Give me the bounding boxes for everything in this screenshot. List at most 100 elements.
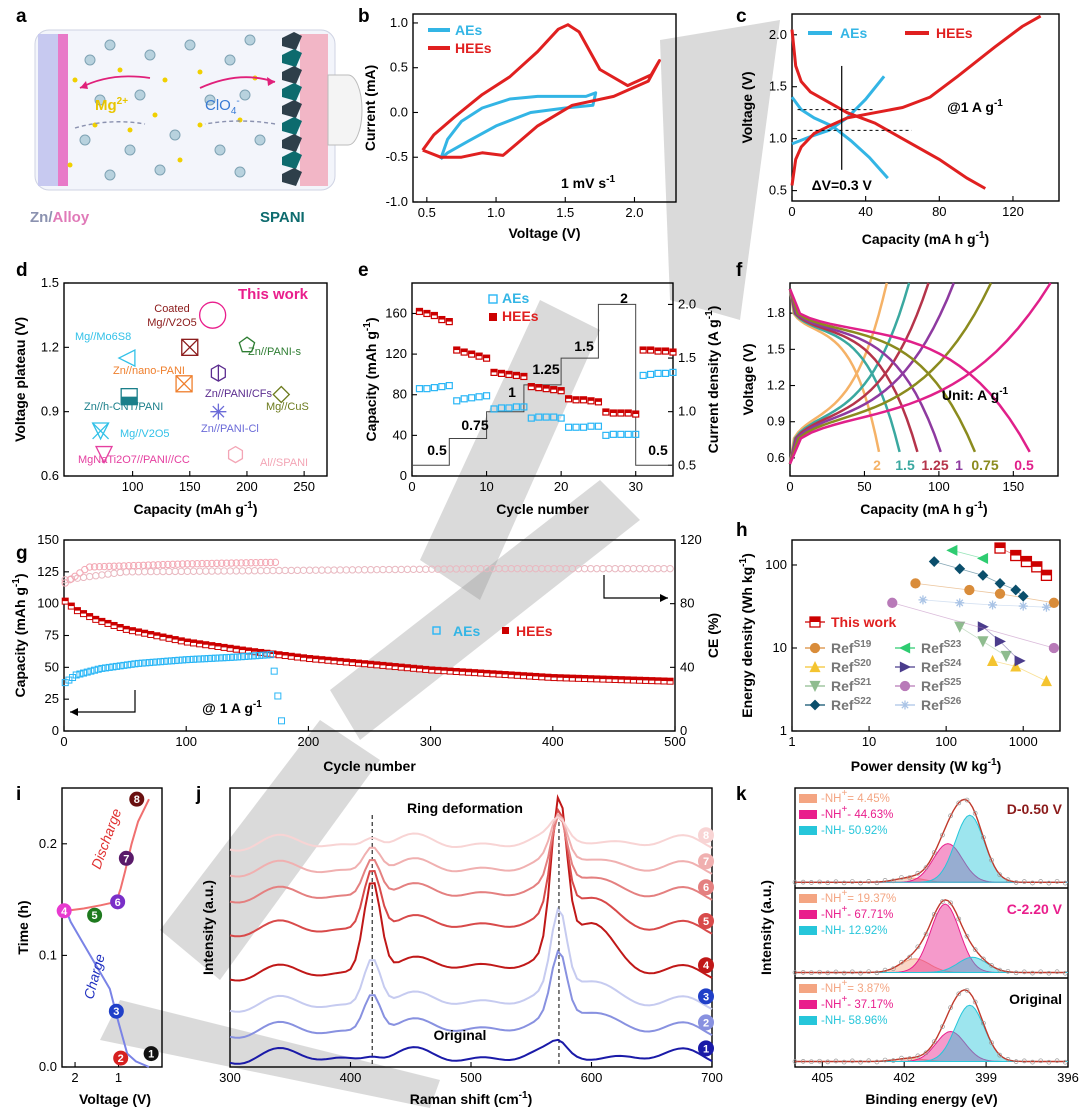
capacity-marker-hees [502, 671, 509, 675]
capacity-marker-hees [386, 662, 393, 666]
ce-marker-hees [617, 564, 625, 573]
xps-data-point [792, 879, 798, 885]
panel-label-h: h [736, 520, 748, 541]
xps-data-point [800, 1059, 806, 1064]
k-x-tick-label: 402 [893, 1070, 915, 1085]
capacity-marker-aes [80, 669, 88, 677]
axes-frame [791, 13, 1060, 202]
capacity-marker-hees [599, 676, 606, 680]
j-x-tick-label: 700 [701, 1070, 723, 1085]
c-x-tick-label: 80 [932, 204, 946, 219]
xps-data-point [1030, 1059, 1035, 1065]
legend-swatch [799, 826, 817, 835]
raman-spectrum [229, 949, 713, 1039]
ce-marker-aes [149, 561, 157, 569]
ce-marker-hees [202, 567, 210, 575]
xps-data-point [841, 880, 847, 886]
state-number: 4 [61, 906, 68, 918]
xps-data-point [989, 857, 994, 863]
ce-marker-hees [110, 569, 118, 577]
i-y-tick-label: 0.0 [39, 1059, 57, 1074]
ce-marker-hees [666, 564, 674, 573]
xps-data-point [809, 880, 814, 885]
comparison-marker [175, 375, 193, 393]
charge-curve [788, 282, 1052, 465]
ragone-marker [987, 654, 999, 667]
rate-marker-aes [594, 422, 603, 430]
g-x-tick-label: 0 [60, 734, 67, 749]
rate-marker-aes [438, 383, 446, 391]
capacity-marker-hees [373, 661, 380, 665]
marker-shape [995, 543, 1006, 549]
ce-marker-hees [128, 568, 137, 576]
ce-marker-hees [354, 566, 363, 574]
capacity-marker-hees [257, 649, 264, 653]
capacity-marker-hees [312, 656, 319, 660]
marker-shape [809, 680, 821, 692]
gcd-curve-hees [790, 14, 1042, 186]
ce-marker-aes [266, 558, 275, 567]
i-y-tick-label: 0.2 [39, 836, 57, 851]
marker-shape [117, 349, 136, 368]
capacity-marker-hees [343, 658, 350, 662]
comparison-marker [210, 364, 226, 382]
raman-spectrum [229, 815, 713, 852]
ce-marker-hees [593, 564, 601, 573]
ce-marker-aes [237, 559, 245, 567]
ce-marker-aes [242, 559, 250, 567]
rate-marker-hees [453, 347, 460, 351]
g-x-tick-label: 400 [542, 734, 564, 749]
capacity-marker-aes [270, 667, 278, 675]
capacity-marker-hees [434, 667, 441, 671]
capacity-marker-hees [282, 652, 289, 656]
k-x-tick-label: 396 [1057, 1070, 1079, 1085]
rate-marker-aes [468, 394, 476, 402]
state-marker: 7 [118, 850, 134, 866]
state-number: 3 [703, 991, 709, 1003]
ragone-marker [994, 588, 1006, 599]
state-marker: 1 [698, 1040, 714, 1057]
capacity-marker-aes [226, 653, 234, 661]
capacity-marker-aes [230, 653, 238, 661]
xps-data-point [915, 1053, 921, 1059]
marker-shape [181, 338, 199, 356]
capacity-marker-hees [612, 676, 619, 680]
c-y-axis-title: Voltage (V) [739, 71, 755, 143]
xps-data-point [833, 879, 839, 885]
capacity-marker-aes [223, 654, 231, 662]
solvent-ball [94, 94, 106, 106]
g-y-tick-label: 75 [45, 628, 59, 643]
ce-marker-aes [198, 559, 206, 568]
ion-dot [152, 112, 158, 118]
axes-frame [789, 282, 1059, 477]
g-y2-tick-label: 80 [680, 596, 694, 611]
g-x-tick-label: 500 [664, 734, 686, 749]
ragone-marker [964, 584, 975, 596]
capacity-marker-hees [410, 665, 417, 669]
state-marker: 2 [698, 1014, 714, 1031]
marker-shape [899, 642, 911, 654]
capacity-marker-hees [324, 657, 331, 661]
g-x-tick-label: 200 [298, 734, 320, 749]
capacity-marker-hees [563, 674, 570, 678]
rate-marker-aes [415, 385, 424, 393]
axes-frame [61, 787, 163, 1068]
current-collector [300, 34, 328, 186]
rate-marker-hees [491, 369, 498, 373]
state-number: 1 [148, 1049, 154, 1061]
marker-shape [1031, 561, 1042, 567]
g-y2-tick-label: 0 [680, 723, 687, 738]
current-annotation: @ 1 A g-1 [202, 699, 262, 716]
ce-marker-aes [183, 560, 192, 568]
j-x-tick-label: 500 [460, 1070, 482, 1085]
capacity-marker-aes [168, 657, 176, 665]
c-y-tick-label: 0.5 [769, 183, 787, 198]
capacity-marker-aes [116, 662, 124, 670]
legend-swatch [799, 810, 817, 819]
current-density-label: 1.25 [921, 457, 948, 473]
xps-data-point [1054, 1058, 1060, 1064]
marker-shape [1041, 602, 1051, 612]
arrowhead [80, 81, 88, 89]
ce-marker-aes [188, 560, 197, 568]
state-marker: 5 [87, 907, 103, 923]
